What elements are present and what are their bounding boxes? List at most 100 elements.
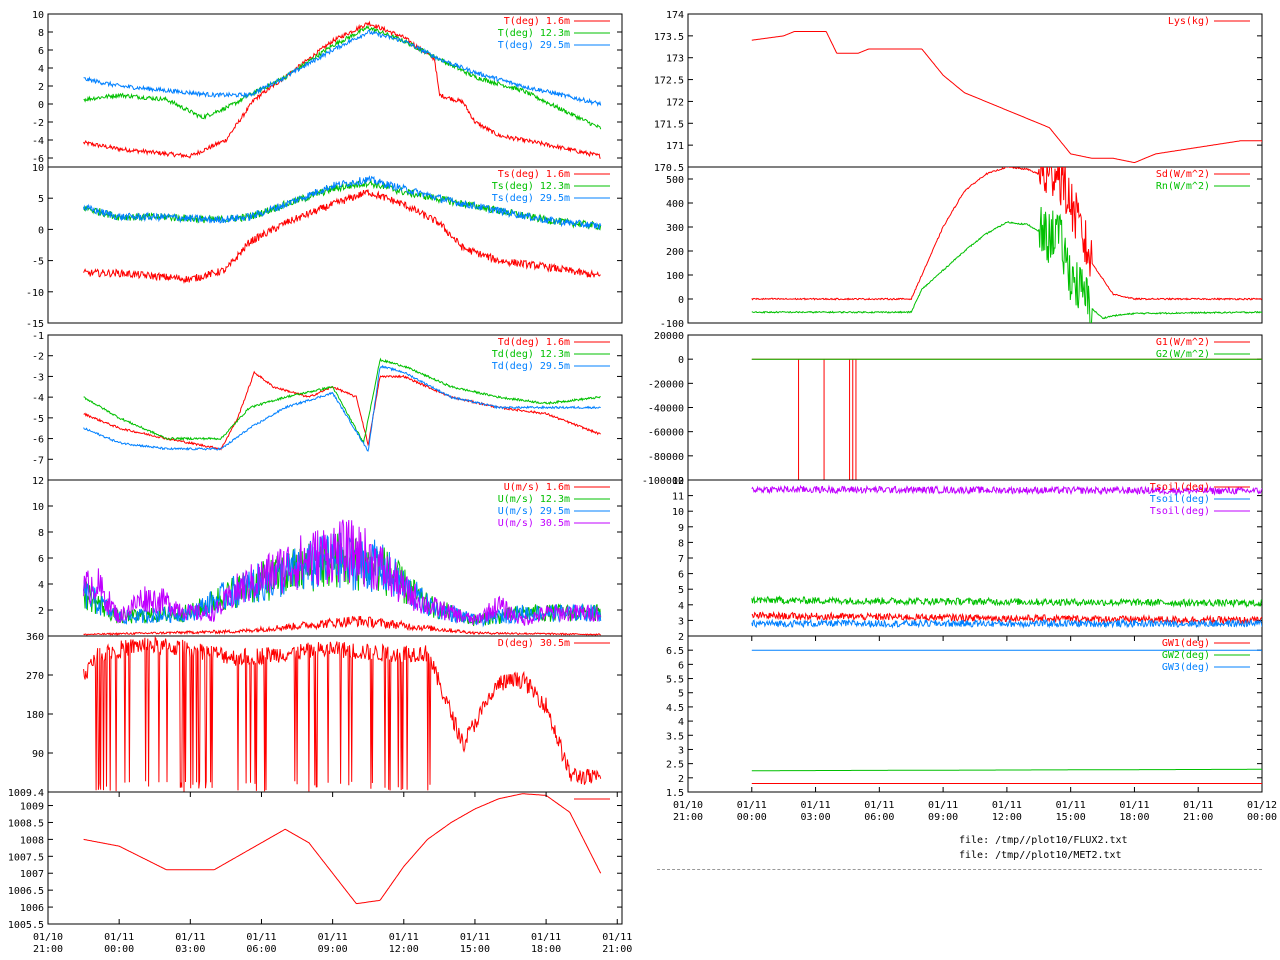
x-tick-time: 00:00 bbox=[1247, 812, 1277, 823]
plot-area bbox=[83, 20, 602, 159]
plot-area bbox=[751, 484, 1262, 629]
series-line bbox=[83, 519, 602, 626]
y-tick-label: 2 bbox=[38, 82, 44, 93]
y-tick-label: 180 bbox=[26, 710, 44, 721]
legend-label: Ts(deg) 1.6m bbox=[498, 169, 570, 180]
x-tick-time: 18:00 bbox=[531, 944, 561, 955]
series-line bbox=[751, 618, 1262, 629]
x-tick-date: 01/11 bbox=[246, 932, 276, 943]
y-tick-label: 10 bbox=[672, 507, 684, 518]
y-tick-label: -10 bbox=[26, 288, 44, 299]
legend-label: Tsoil(deg) bbox=[1150, 494, 1210, 505]
y-tick-label: 5.5 bbox=[666, 675, 684, 686]
y-tick-label: 3 bbox=[678, 616, 684, 627]
panel-frame bbox=[47, 166, 623, 324]
y-tick-label: 5 bbox=[38, 194, 44, 205]
legend-label: GW1(deg) bbox=[1162, 638, 1210, 649]
y-tick-label: 360 bbox=[26, 632, 44, 643]
plot-area bbox=[83, 636, 602, 792]
y-tick-label: 2.5 bbox=[666, 760, 684, 771]
divider-line bbox=[657, 869, 1262, 870]
y-tick-label: 3 bbox=[678, 745, 684, 756]
y-tick-label: 10 bbox=[32, 163, 44, 174]
series-line bbox=[83, 175, 602, 230]
legend-label: Rn(W/m^2) bbox=[1156, 181, 1210, 192]
y-tick-label: 6 bbox=[678, 660, 684, 671]
series-line bbox=[751, 610, 1262, 626]
series-line bbox=[83, 29, 602, 107]
y-tick-label: 170.5 bbox=[654, 163, 684, 174]
chart-panel-9: 23456789101112Tsoil(deg)Tsoil(deg)Tsoil(… bbox=[672, 476, 1263, 643]
y-tick-label: 173.5 bbox=[654, 32, 684, 43]
y-tick-label: 1006.5 bbox=[8, 886, 44, 897]
y-tick-label: 270 bbox=[26, 671, 44, 682]
y-tick-label: -5 bbox=[32, 414, 44, 425]
y-tick-label: 0 bbox=[38, 100, 44, 111]
legend-label: U(m/s) 29.5m bbox=[498, 506, 570, 517]
y-tick-label: 7 bbox=[678, 554, 684, 565]
y-tick-label: 4 bbox=[678, 601, 684, 612]
y-tick-label: 12 bbox=[32, 476, 44, 487]
y-tick-label: -20000 bbox=[648, 379, 684, 390]
file-label-1: file: /tmp//plot10/FLUX2.txt bbox=[959, 835, 1128, 846]
series-line bbox=[83, 636, 602, 792]
x-tick-date: 01/11 bbox=[175, 932, 205, 943]
y-tick-label: 4 bbox=[38, 580, 44, 591]
y-tick-label: 172 bbox=[666, 97, 684, 108]
file-label-2: file: /tmp//plot10/MET2.txt bbox=[959, 850, 1122, 861]
y-tick-label: 6 bbox=[678, 570, 684, 581]
y-tick-label: 2 bbox=[678, 632, 684, 643]
y-tick-label: -1 bbox=[32, 331, 44, 342]
plot-area bbox=[751, 167, 1262, 323]
plot-area bbox=[83, 175, 602, 285]
x-tick-time: 03:00 bbox=[175, 944, 205, 955]
y-tick-label: 3.5 bbox=[666, 731, 684, 742]
y-tick-label: 171 bbox=[666, 141, 684, 152]
y-tick-label: -7 bbox=[32, 455, 44, 466]
series-line bbox=[83, 615, 601, 636]
x-tick-date: 01/11 bbox=[801, 800, 831, 811]
legend-label: T(deg) 1.6m bbox=[504, 16, 570, 27]
panel-frame bbox=[47, 635, 623, 793]
series-line bbox=[83, 25, 602, 130]
series-line bbox=[751, 167, 1262, 301]
series-line bbox=[751, 595, 1262, 608]
x-tick-date: 01/11 bbox=[928, 800, 958, 811]
legend-label: Lys(kg) bbox=[1168, 16, 1210, 27]
chart-panel-10: 1.5 2 2.5 3 3.5 4 4.5 5 5.5 6 6.5 GW1(deg)GW2(deg)G… bbox=[666, 635, 1263, 799]
x-tick-time: 09:00 bbox=[928, 812, 958, 823]
x-tick-date: 01/11 bbox=[531, 932, 561, 943]
x-tick-time: 15:00 bbox=[1056, 812, 1086, 823]
y-top-label: 1009.4 bbox=[8, 788, 44, 799]
y-tick-label: -5 bbox=[32, 257, 44, 268]
x-tick-date: 01/11 bbox=[1056, 800, 1086, 811]
series-line bbox=[751, 206, 1262, 323]
plot-area bbox=[751, 649, 1262, 784]
y-tick-label: 1007.5 bbox=[8, 852, 44, 863]
plot-area bbox=[83, 519, 602, 636]
x-tick-time: 00:00 bbox=[737, 812, 767, 823]
legend-label: GW2(deg) bbox=[1162, 650, 1210, 661]
y-tick-label: 4.5 bbox=[666, 703, 684, 714]
y-tick-label: 6.5 bbox=[666, 646, 684, 657]
y-tick-label: -6 bbox=[32, 435, 44, 446]
y-tick-label: -100000 bbox=[642, 476, 684, 487]
y-tick-label: -4 bbox=[32, 393, 44, 404]
chart-panel-4: 90 180 270 360 D(deg) 30.5m bbox=[26, 632, 623, 793]
y-tick-label: 0 bbox=[678, 355, 684, 366]
legend-label: T(deg) 29.5m bbox=[498, 40, 570, 51]
y-tick-label: 1005.5 bbox=[8, 920, 44, 931]
x-tick-date: 01/10 bbox=[33, 932, 63, 943]
chart-panel-3: 2 4 6 8 10 12 U(m/s) 1.6mU(m/s) 12.3mU(m/s) 29… bbox=[32, 476, 623, 637]
y-tick-label: 173 bbox=[666, 54, 684, 65]
y-tick-label: 6 bbox=[38, 46, 44, 57]
y-tick-label: -3 bbox=[32, 372, 44, 383]
legend-label: Td(deg) 29.5m bbox=[492, 361, 570, 372]
y-tick-label: 500 bbox=[666, 175, 684, 186]
chart-panel-0: -6 -4 -2 0 2 4 6 8 10 T(deg) 1.6mT(deg) 12.3mT(de… bbox=[32, 10, 623, 168]
x-tick-time: 06:00 bbox=[246, 944, 276, 955]
chart-panel-7: -100 0 100 200 300 400 500 Sd(W/m^2)Rn(W/m^2) bbox=[660, 166, 1263, 330]
legend-label: Td(deg) 1.6m bbox=[498, 337, 570, 348]
